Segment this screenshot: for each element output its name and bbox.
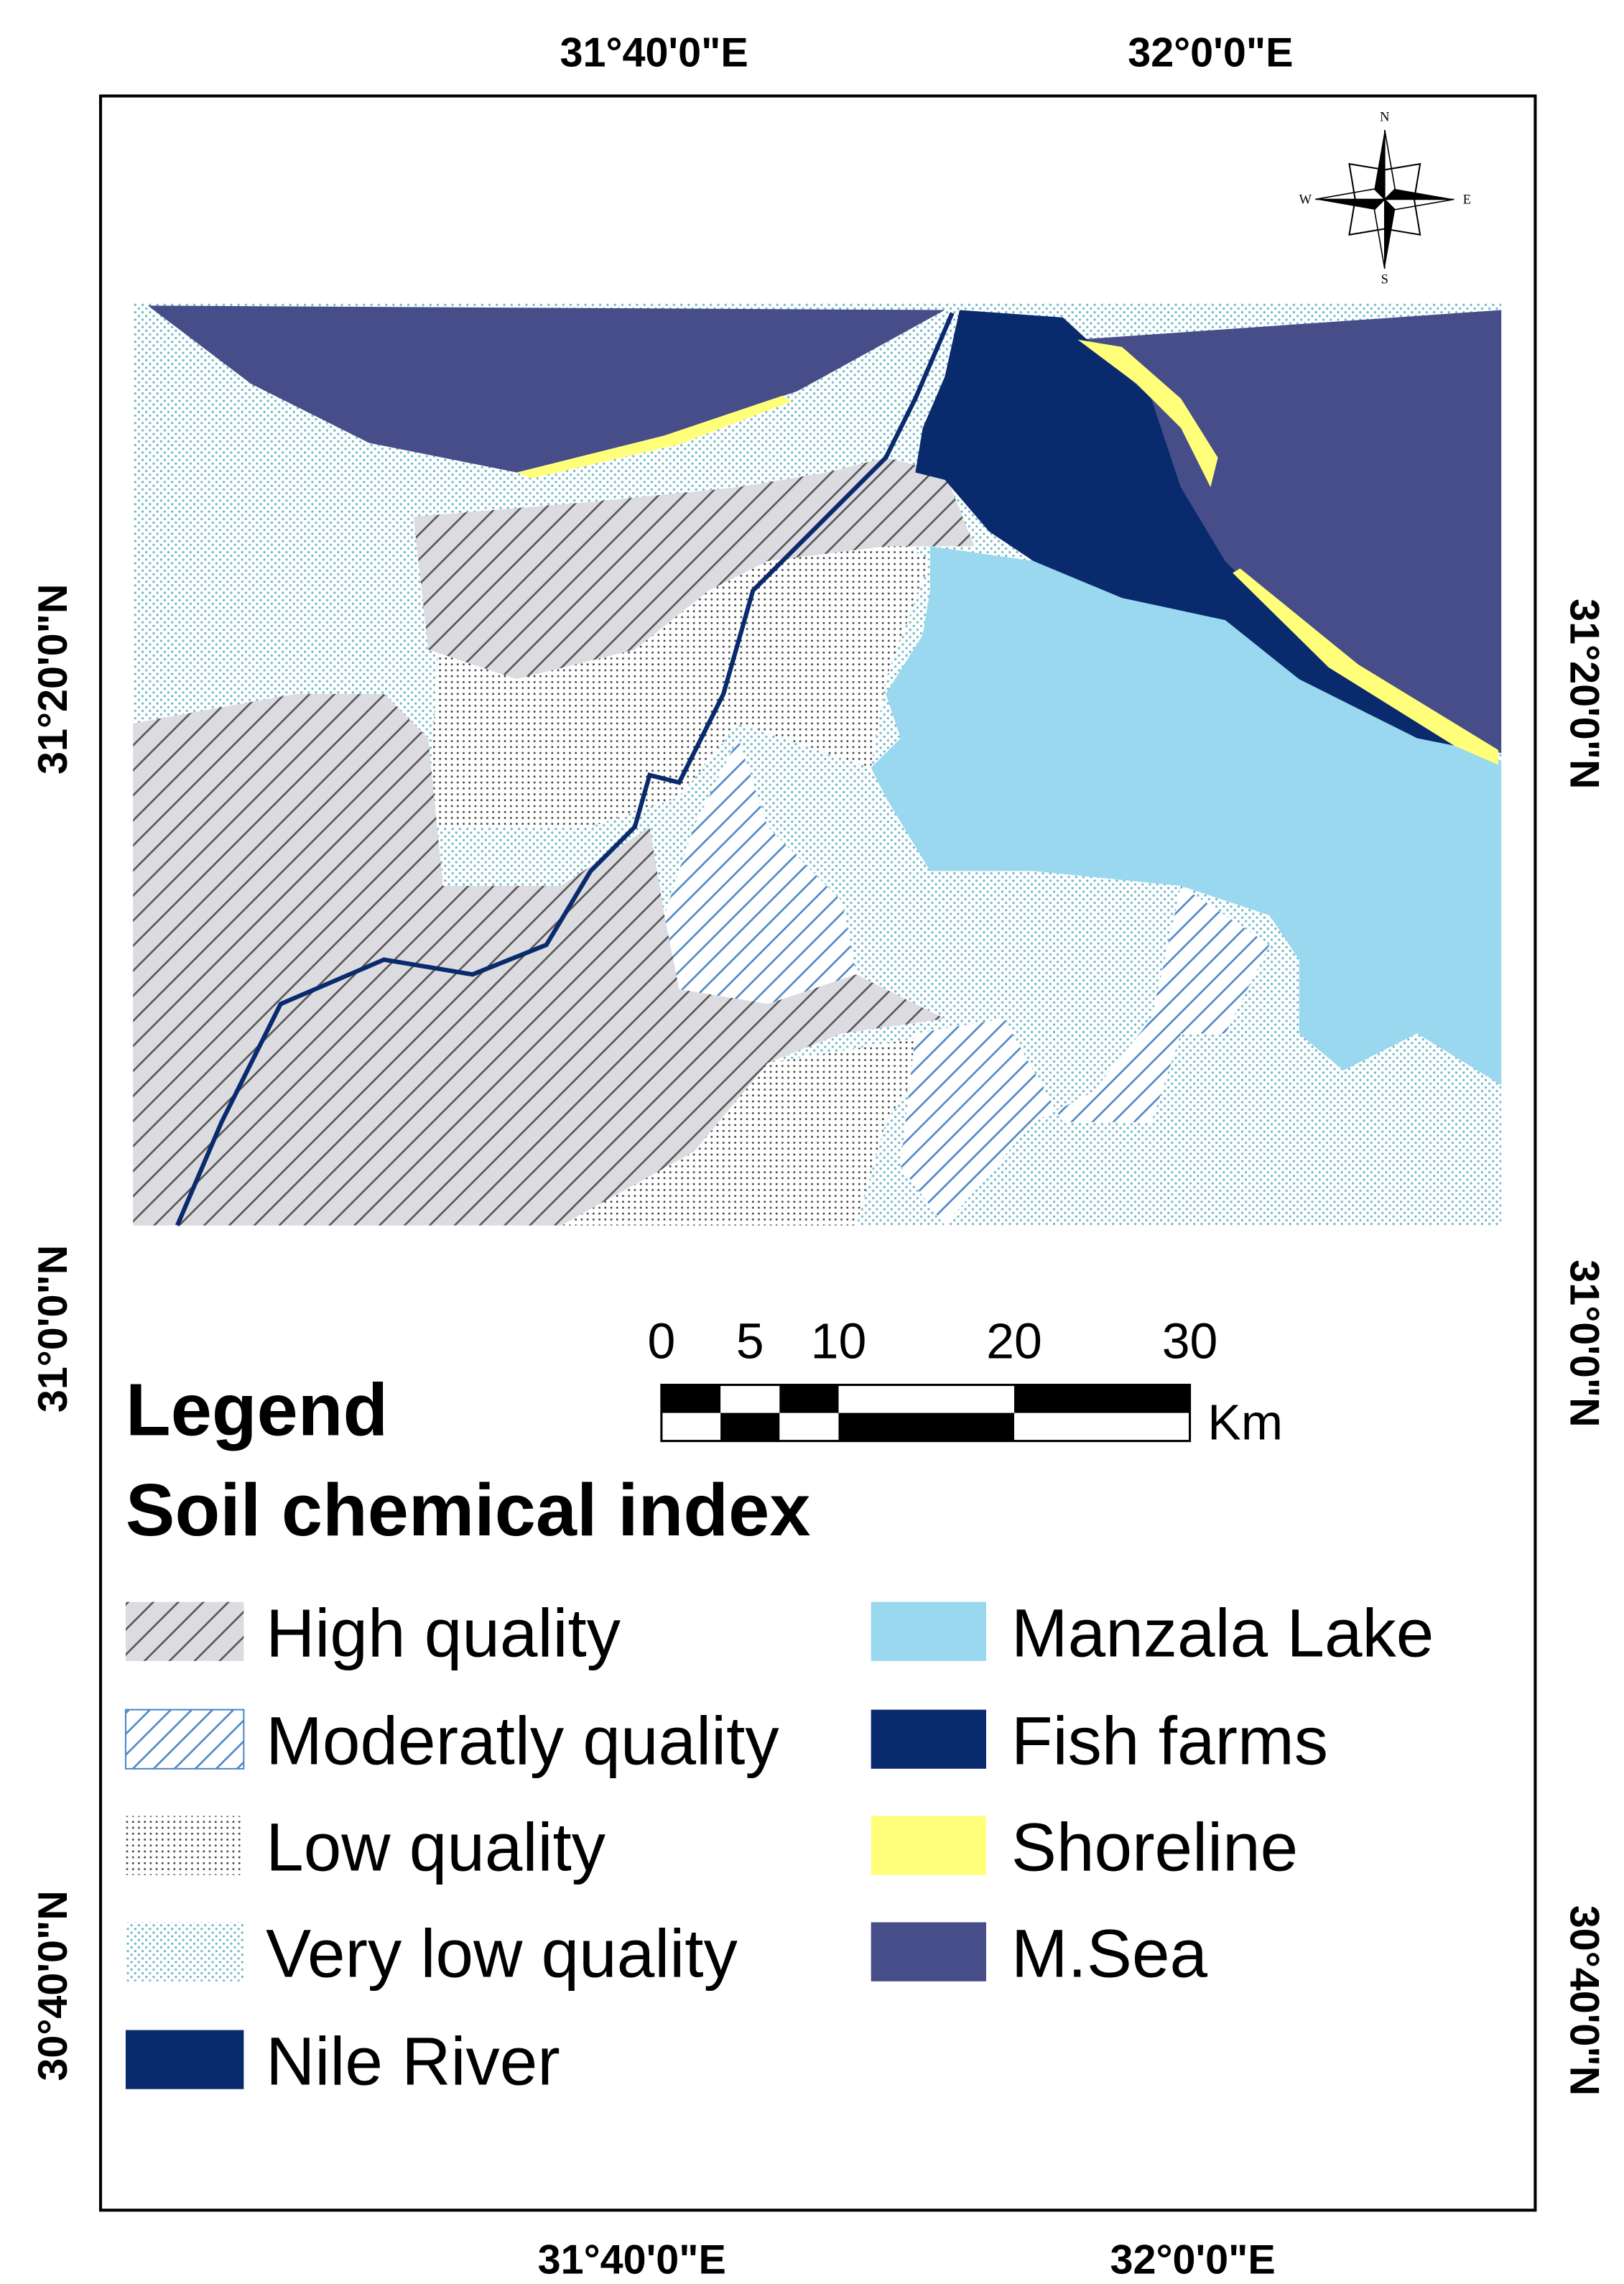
legend-swatch	[125, 2030, 244, 2089]
top-coordinate: 31°40'0"E	[560, 29, 748, 75]
low-quality-area	[561, 1033, 945, 1226]
scale-label: 20	[986, 1313, 1042, 1369]
compass: N S E W	[1299, 110, 1471, 287]
map-area	[133, 302, 1502, 1226]
legend-swatch	[125, 1922, 244, 1982]
scale-label: 0	[647, 1313, 675, 1369]
legend-title: Legend	[126, 1368, 388, 1451]
legend-label: Low quality	[266, 1810, 606, 1886]
legend: Legend Soil chemical index High quality …	[124, 1368, 1434, 2100]
scale-label: 30	[1162, 1313, 1218, 1369]
compass-e: E	[1463, 193, 1471, 207]
shoreline	[1077, 339, 1218, 488]
legend-label: Moderatly quality	[266, 1703, 779, 1780]
scale-unit: Km	[1207, 1395, 1283, 1451]
high-quality-area	[413, 458, 975, 680]
compass-s: S	[1381, 272, 1388, 287]
top-coordinate: 32°0'0"E	[1128, 29, 1293, 75]
shoreline	[1233, 568, 1499, 765]
moderate-quality-area	[900, 885, 1270, 1226]
compass-w: W	[1299, 193, 1312, 207]
right-coordinate: 31°0'0"N	[1562, 1259, 1607, 1427]
compass-n: N	[1380, 110, 1389, 124]
legend-swatch	[871, 1709, 986, 1769]
right-coordinate: 30°40'0"N	[1562, 1905, 1607, 2096]
bottom-coordinate: 32°0'0"E	[1110, 2237, 1276, 2283]
legend-label: Nile River	[266, 2024, 560, 2100]
legend-swatch	[124, 1709, 245, 1770]
manzala-lake	[871, 546, 1502, 1086]
scale-bar: 0 5 10 20 30 Km	[647, 1313, 1283, 1451]
legend-label: Manzala Lake	[1011, 1596, 1434, 1672]
moderate-quality-area	[664, 738, 857, 1004]
high-quality-area	[133, 693, 945, 1226]
right-coordinate: 31°20'0"N	[1562, 598, 1607, 789]
sea	[147, 305, 945, 473]
fish-farms	[915, 310, 1454, 746]
scale-label: 5	[736, 1313, 764, 1369]
nile-river	[175, 312, 955, 1226]
legend-label: Fish farms	[1011, 1703, 1328, 1780]
left-coordinate: 31°0'0"N	[30, 1245, 76, 1413]
legend-swatch	[871, 1601, 986, 1661]
legend-swatch	[125, 1816, 244, 1875]
bottom-coordinate: 31°40'0"E	[538, 2237, 726, 2283]
legend-label: High quality	[266, 1596, 621, 1672]
legend-swatch	[125, 1601, 244, 1661]
legend-swatch	[871, 1816, 986, 1875]
map-frame	[98, 94, 1537, 2212]
legend-swatch	[871, 1922, 986, 1982]
scale-label: 10	[811, 1313, 867, 1369]
legend-subtitle: Soil chemical index	[126, 1469, 811, 1551]
shoreline	[516, 395, 792, 478]
legend-label: M.Sea	[1011, 1916, 1208, 1992]
left-coordinate: 30°40'0"N	[30, 1890, 76, 2081]
legend-label: Very low quality	[266, 1916, 738, 1992]
left-coordinate: 31°20'0"N	[30, 584, 76, 775]
legend-label: Shoreline	[1011, 1810, 1298, 1886]
